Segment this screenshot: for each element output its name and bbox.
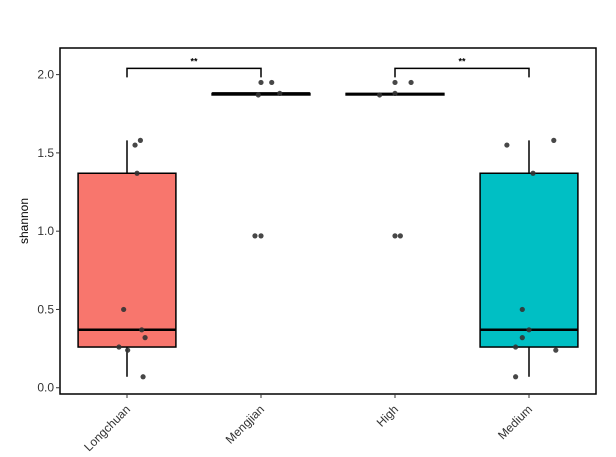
x-tick-label: Longchuan: [81, 402, 133, 454]
data-point: [397, 233, 403, 239]
data-point: [252, 233, 258, 239]
data-point: [513, 374, 519, 380]
data-point: [392, 90, 398, 97]
y-axis-label: shannon: [17, 198, 31, 244]
significance-bracket: **: [394, 56, 530, 78]
box-longchuan: [77, 140, 177, 377]
y-tick-label: 1.5: [37, 146, 54, 160]
data-point: [513, 344, 519, 350]
data-point: [134, 170, 140, 176]
data-point: [519, 335, 525, 341]
data-point: [269, 79, 275, 86]
x-tick-label: Mengjian: [223, 402, 267, 446]
data-point: [551, 137, 557, 143]
data-point: [553, 347, 559, 353]
boxes: [77, 92, 579, 377]
x-axis: Longchuan Mengjian High Medium: [81, 394, 535, 454]
box-mengjian: [211, 92, 311, 96]
data-point: [258, 233, 264, 239]
data-point: [392, 233, 398, 239]
significance-bracket: **: [126, 56, 262, 78]
bracket-line: [126, 67, 262, 78]
box-body: [479, 172, 579, 348]
data-point: [121, 306, 127, 313]
data-point: [504, 142, 510, 148]
data-point: [142, 335, 148, 341]
data-point: [255, 92, 261, 98]
data-point: [526, 327, 532, 333]
data-point: [139, 327, 145, 333]
box-medium: [479, 140, 579, 377]
y-tick-label: 1.0: [37, 224, 54, 238]
significance-brackets: ** **: [126, 56, 530, 78]
significance-label: **: [458, 56, 466, 66]
data-point: [132, 142, 138, 148]
y-tick-label: 0.5: [37, 302, 54, 316]
data-point: [392, 79, 398, 86]
data-point: [408, 79, 414, 86]
data-points: [116, 79, 559, 380]
data-point: [116, 344, 122, 350]
y-tick-label: 0.0: [37, 381, 54, 395]
x-tick-label: Medium: [495, 402, 535, 442]
data-point: [140, 374, 146, 380]
y-axis: 0.0 0.5 1.0 1.5 2.0: [37, 68, 60, 395]
bracket-line: [394, 67, 530, 78]
data-point: [137, 137, 143, 143]
data-point: [376, 92, 383, 98]
significance-label: **: [190, 56, 198, 66]
data-point: [277, 90, 283, 97]
data-point: [519, 306, 525, 313]
box-body: [77, 172, 177, 348]
x-tick-label: High: [374, 402, 401, 429]
y-tick-label: 2.0: [37, 68, 54, 82]
data-point: [125, 347, 131, 353]
data-point: [530, 170, 536, 176]
data-point: [258, 79, 264, 86]
